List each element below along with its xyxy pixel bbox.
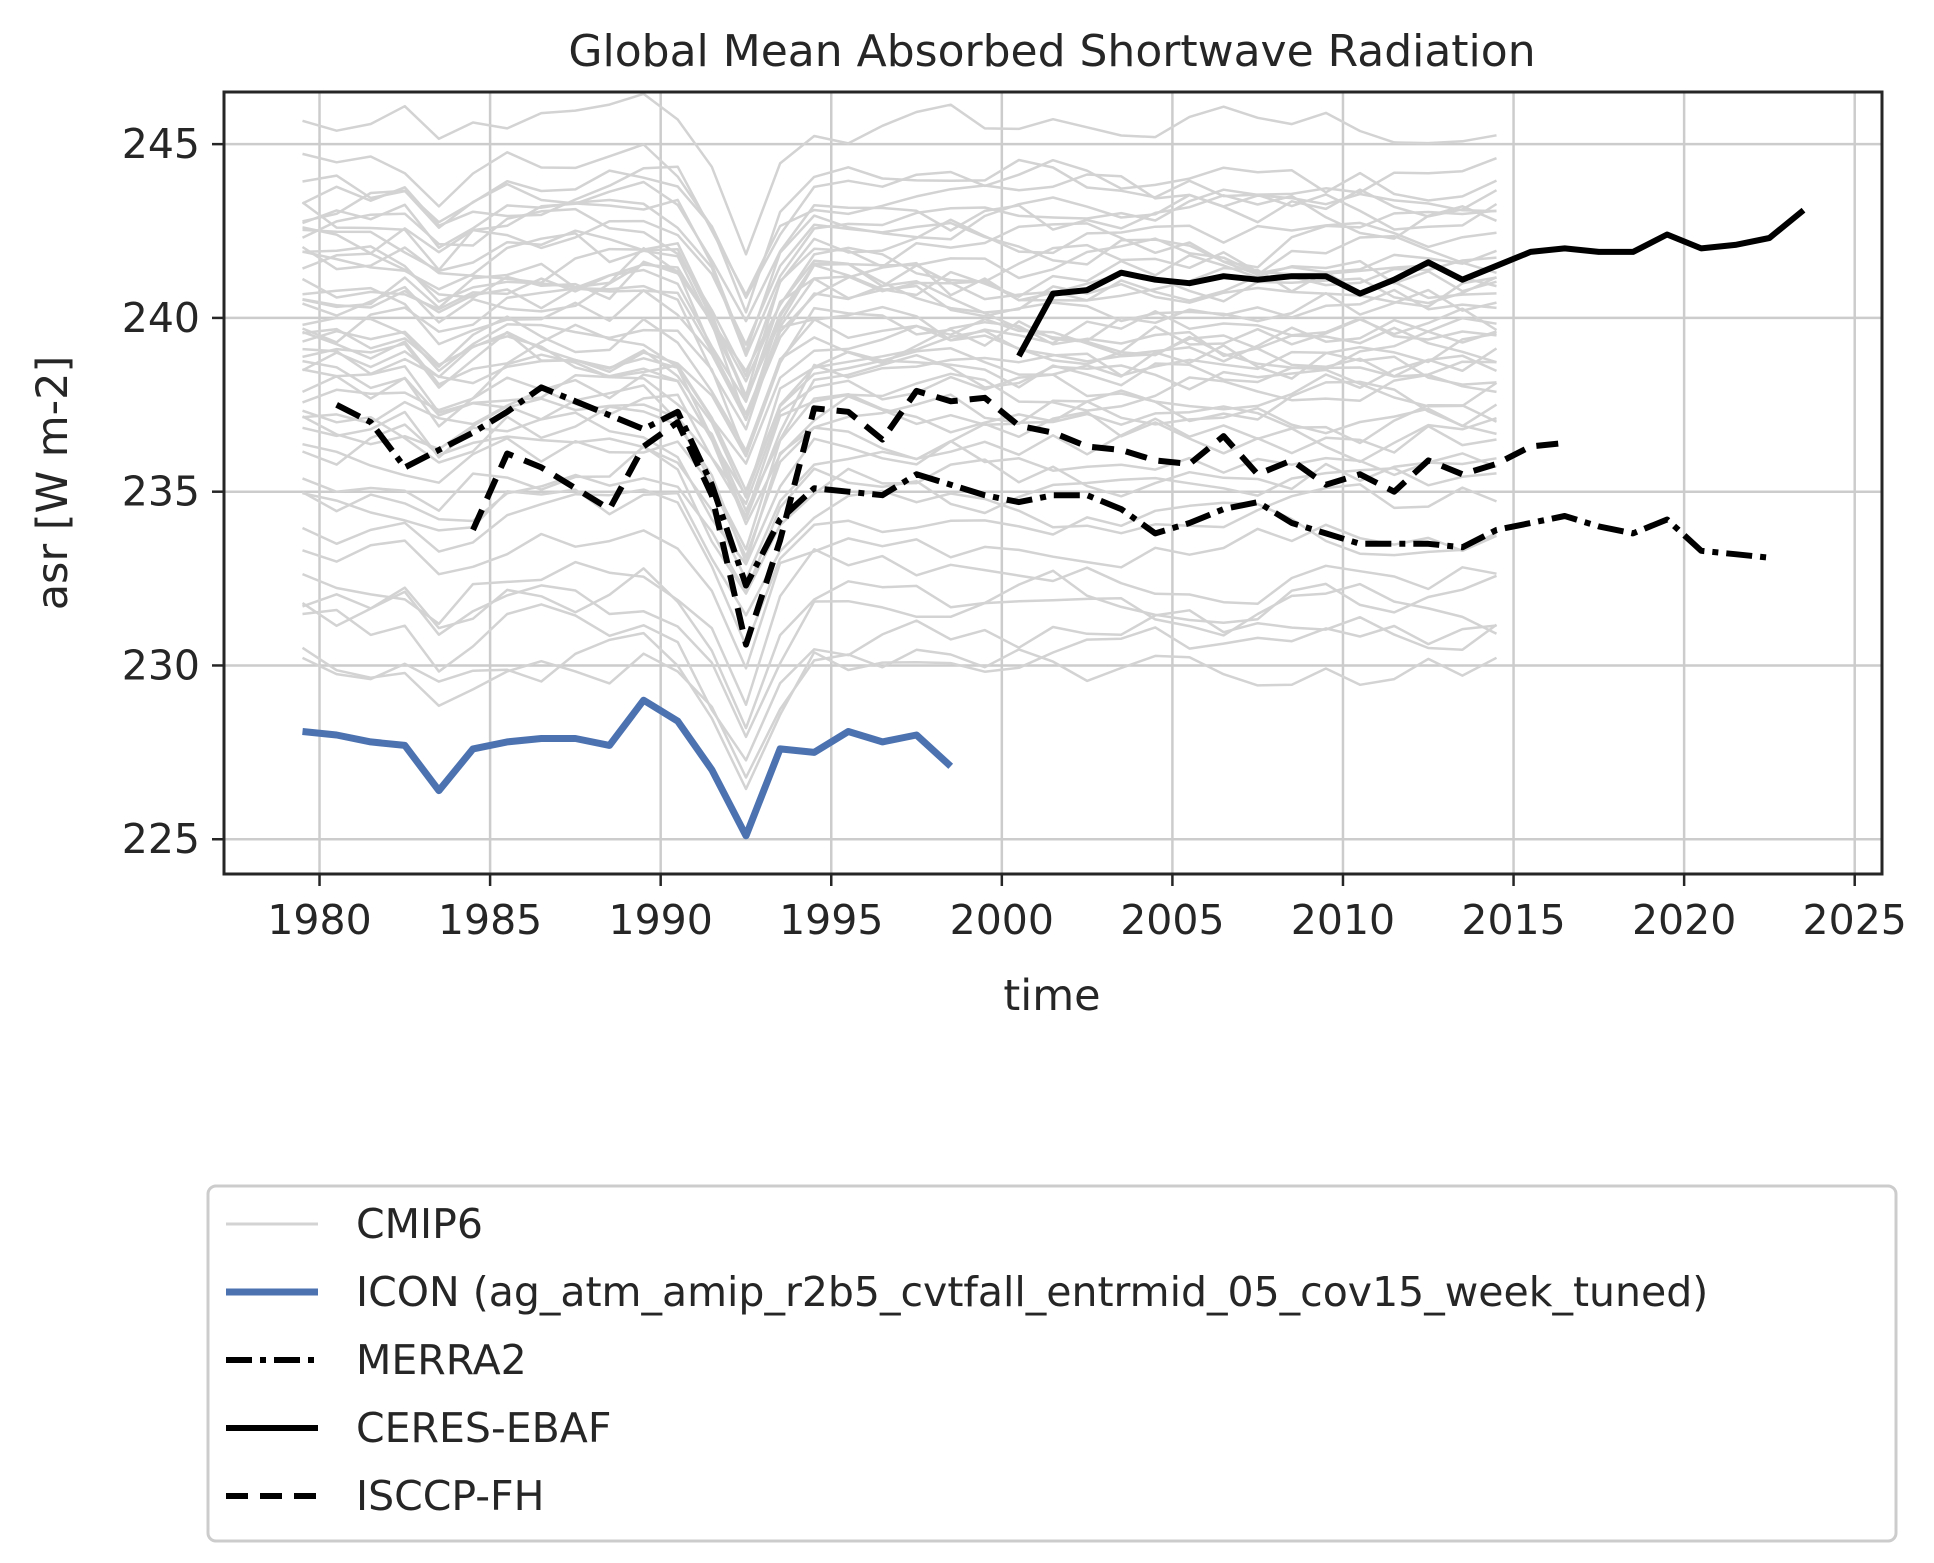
x-tick-label: 2010 bbox=[1291, 896, 1395, 944]
x-tick-label: 1980 bbox=[267, 896, 371, 944]
x-tick-label: 1985 bbox=[438, 896, 542, 944]
grid bbox=[224, 92, 1882, 874]
cmip6-member-line bbox=[302, 567, 1497, 730]
cmip6-member-line bbox=[302, 158, 1498, 299]
series-lines bbox=[302, 207, 1806, 840]
cmip6-member-line bbox=[302, 222, 1497, 398]
cmip6-ensemble bbox=[301, 92, 1498, 791]
cmip6-member-line bbox=[302, 483, 1497, 617]
y-tick-label: 240 bbox=[122, 294, 200, 342]
cmip6-member-line bbox=[302, 353, 1498, 513]
legend-label-merra2: MERRA2 bbox=[356, 1336, 527, 1384]
series-line-ceres-ebaf bbox=[1016, 207, 1806, 358]
x-tick-label: 2015 bbox=[1461, 896, 1565, 944]
cmip6-member-line bbox=[302, 353, 1497, 492]
cmip6-member-line bbox=[302, 393, 1498, 564]
x-tick-label: 2025 bbox=[1803, 896, 1907, 944]
y-tick-label: 225 bbox=[122, 815, 200, 863]
y-axis-title: asr [W m-2] bbox=[28, 356, 78, 611]
x-axis: 1980 1985 1990 1995 2000 2005 2010 2015 2020 2025 bbox=[267, 874, 1907, 944]
cmip6-member-line bbox=[301, 646, 1498, 779]
cmip6-member-line bbox=[302, 417, 1497, 581]
cmip6-member-line bbox=[302, 182, 1498, 353]
cmip6-member-line bbox=[302, 280, 1497, 421]
legend-label-icon: ICON (ag_atm_amip_r2b5_cvtfall_entrmid_0… bbox=[356, 1268, 1708, 1316]
y-tick-label: 230 bbox=[122, 641, 200, 689]
cmip6-member-line bbox=[301, 262, 1497, 422]
x-tick-label: 2000 bbox=[950, 896, 1054, 944]
cmip6-member-line bbox=[301, 404, 1497, 566]
cmip6-member-line bbox=[302, 603, 1498, 762]
x-tick-label: 2005 bbox=[1120, 896, 1224, 944]
cmip6-member-line bbox=[302, 329, 1498, 499]
y-tick-label: 235 bbox=[122, 468, 200, 516]
cmip6-member-line bbox=[302, 92, 1497, 256]
series-line-merra2 bbox=[335, 384, 1770, 589]
x-tick-label: 1995 bbox=[779, 896, 883, 944]
plot-frame bbox=[222, 90, 1884, 876]
cmip6-member-line bbox=[301, 180, 1497, 323]
cmip6-member-line bbox=[301, 582, 1498, 739]
cmip6-member-line bbox=[302, 261, 1498, 416]
x-tick-label: 2020 bbox=[1632, 896, 1736, 944]
legend-label-ceres: CERES-EBAF bbox=[356, 1404, 611, 1452]
cmip6-member-line bbox=[302, 445, 1497, 595]
series-line-isccp-fh bbox=[470, 387, 1566, 648]
cmip6-member-line bbox=[302, 252, 1497, 383]
x-axis-title: time bbox=[1003, 971, 1100, 1021]
y-axis: 225 230 235 240 245 bbox=[122, 120, 224, 863]
legend-label-isccp: ISCCP-FH bbox=[356, 1472, 544, 1520]
cmip6-member-line bbox=[301, 354, 1498, 505]
cmip6-member-line bbox=[302, 209, 1497, 346]
cmip6-member-line bbox=[302, 277, 1497, 431]
cmip6-member-line bbox=[301, 207, 1497, 378]
legend-label-cmip6: CMIP6 bbox=[356, 1200, 483, 1248]
cmip6-member-line bbox=[302, 426, 1497, 559]
cmip6-member-line bbox=[302, 347, 1497, 521]
cmip6-member-line bbox=[301, 624, 1497, 791]
cmip6-member-line bbox=[302, 372, 1497, 518]
cmip6-member-line bbox=[301, 332, 1497, 497]
cmip6-member-line bbox=[302, 548, 1497, 706]
y-tick-label: 245 bbox=[122, 120, 200, 168]
series-line-icon bbox=[302, 696, 954, 840]
chart-title: Global Mean Absorbed Shortwave Radiation bbox=[568, 26, 1535, 77]
legend: CMIP6 ICON (ag_atm_amip_r2b5_cvtfall_ent… bbox=[206, 1184, 1898, 1543]
x-tick-label: 1990 bbox=[609, 896, 713, 944]
cmip6-member-line bbox=[302, 317, 1497, 465]
cmip6-member-line bbox=[302, 188, 1498, 357]
cmip6-member-line bbox=[302, 523, 1498, 670]
cmip6-member-line bbox=[302, 306, 1498, 458]
legend-frame bbox=[206, 1184, 1898, 1543]
